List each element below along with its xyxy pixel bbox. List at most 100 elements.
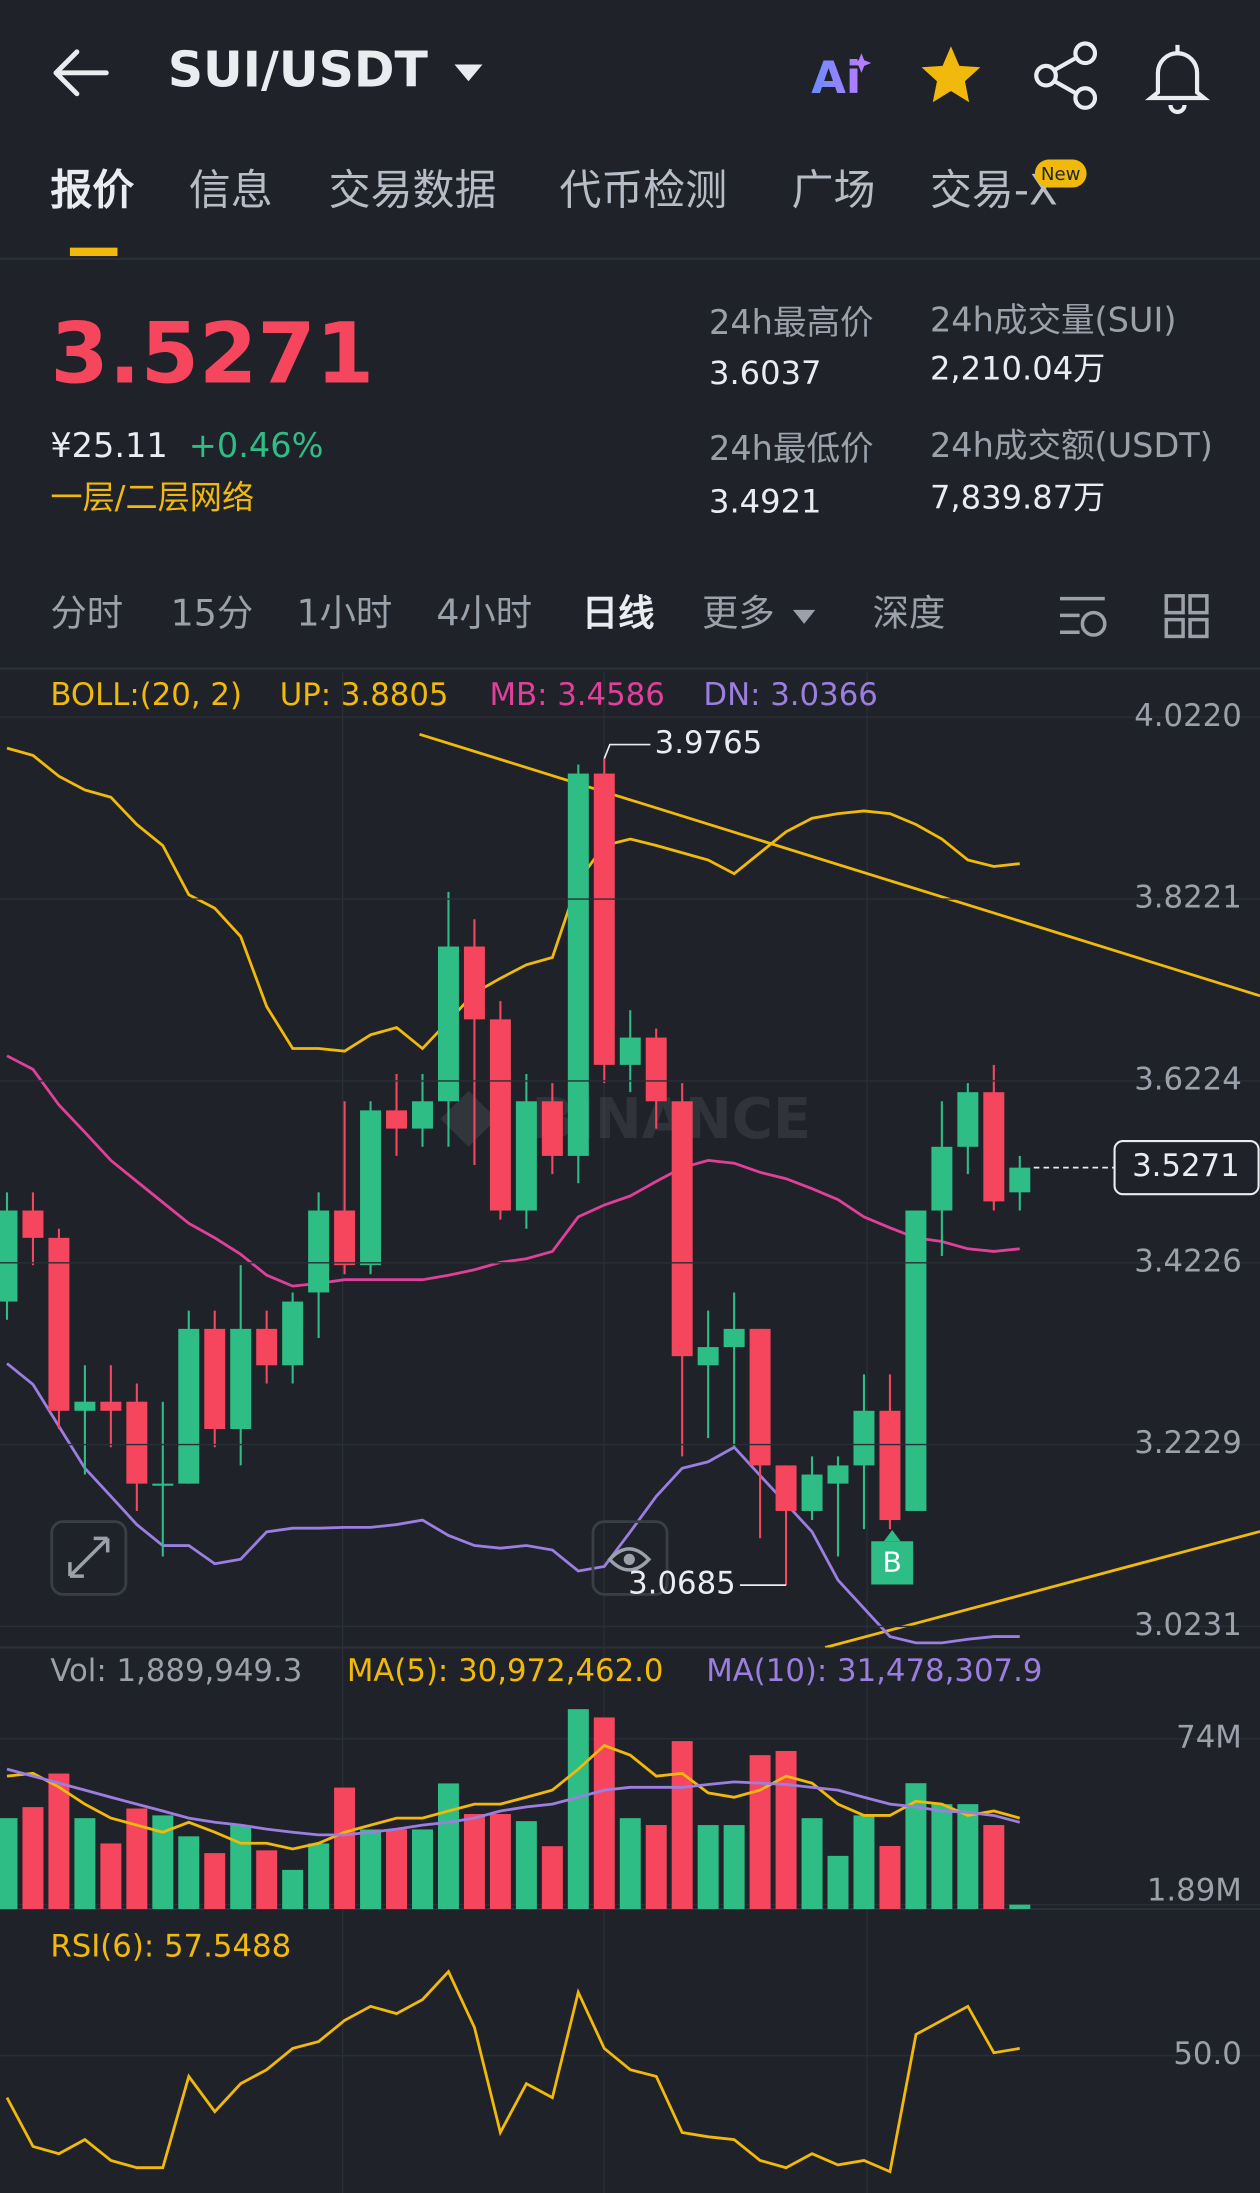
last-price-label: 3.5271 [1132,1148,1240,1184]
volume-bar [957,1804,979,1909]
interval[interactable]: 分时 [50,591,123,634]
candle-body [282,1301,304,1366]
indicator-settings[interactable] [1060,596,1107,637]
candle-body [334,1210,356,1266]
indicator-name: BOLL:(20, 2) [50,677,242,713]
volume-bar [515,1821,537,1909]
favorite-star[interactable] [921,46,981,103]
more-dropdown[interactable] [792,609,816,624]
candle-body [230,1328,252,1430]
stat-value: 3.4921 [709,483,822,521]
ai-button[interactable]: Ai [811,51,861,104]
indicator-line [6,1743,1021,1851]
candle-body [697,1347,719,1366]
candle-body [204,1328,226,1430]
volume-bar [931,1804,953,1909]
interval[interactable]: 深度 [873,591,946,634]
volume-bar [282,1869,304,1909]
volume-bar [230,1825,252,1909]
volume-bar [905,1783,927,1909]
tab[interactable]: 交易数据 [329,166,497,215]
volume-bar [827,1855,849,1909]
candle-body [541,1101,563,1156]
buy-signal-text: B [883,1546,902,1579]
legend-entry: UP: 3.8805 [280,677,449,713]
candle-body [645,1037,667,1102]
y-tick-label: 3.2229 [1134,1425,1242,1461]
new-badge-text: New [1041,164,1081,185]
back-button[interactable] [53,49,109,97]
y-tick-label: 3.6224 [1134,1061,1242,1097]
tab[interactable]: 信息 [189,166,273,215]
volume-bar [308,1843,330,1909]
stat-label: 24h最低价 [709,429,874,468]
indicator-line [6,746,1020,1053]
legend-entry: MA(5): 30,972,462.0 [347,1653,664,1689]
candle-body [853,1410,875,1466]
volume-bar [567,1709,589,1909]
interval[interactable]: 日线 [582,591,655,634]
volume-bar [489,1814,511,1909]
interval[interactable]: 4小时 [436,591,532,634]
candle-body [905,1210,927,1511]
candle-body [1009,1167,1031,1193]
tab[interactable]: 代币检测 [559,166,727,215]
volume-bar [879,1845,901,1909]
max-leader [603,743,651,759]
volume-bar [775,1751,797,1909]
indicator-line [6,1362,1020,1645]
y-tick-label: 1.89M [1147,1873,1242,1909]
tab[interactable]: 广场 [792,166,876,215]
candle-body [593,773,615,1065]
candle-body [619,1037,641,1065]
cny-price: ¥25.11 [50,426,167,465]
indicator-line [5,1969,1020,2174]
candle-body [515,1101,537,1211]
legend-entry: DN: 3.0366 [703,677,877,713]
candle-body [74,1401,96,1411]
candle-body [567,773,589,1156]
volume-bar [1009,1904,1031,1909]
stat-value: 7,839.87万 [930,478,1105,516]
candle-body [22,1210,44,1238]
candle-body [801,1474,823,1511]
interval[interactable]: 1小时 [296,591,392,634]
pair-dropdown[interactable] [454,64,483,82]
candle-body [489,1019,511,1211]
volume-bar [593,1717,615,1909]
volume-bar [48,1773,70,1909]
fullscreen-button[interactable] [50,1520,128,1596]
eye-icon [607,1547,652,1572]
candle-body [308,1210,330,1293]
legend-entry: MA(10): 31,478,307.9 [706,1653,1042,1689]
sector-tag[interactable]: 一层/二层网络 [50,478,254,516]
interval[interactable]: 更多 [702,591,775,634]
share-button[interactable] [1034,41,1098,110]
fullscreen-icon [68,1536,110,1578]
candle-body [957,1092,979,1147]
candle-body [879,1410,901,1521]
candle-body [671,1101,693,1357]
layout-toggle[interactable] [1164,594,1209,639]
volume-bar [697,1825,719,1909]
volume-bar [178,1836,200,1909]
stat-label: 24h最高价 [709,303,874,342]
pair-title[interactable]: SUI/USDT [168,41,429,98]
notification-bell[interactable] [1144,44,1211,115]
candle-body [152,1483,174,1486]
volume-bar [645,1825,667,1909]
volume-bar [360,1829,382,1909]
eye-pupil [623,1553,635,1565]
tab[interactable]: 报价 [50,166,134,215]
volume-bar [541,1846,563,1909]
interval[interactable]: 15分 [171,591,254,634]
y-tick-label: 3.8221 [1134,880,1242,916]
volume-bar [801,1818,823,1909]
min-label: 3.0685 [628,1566,736,1602]
buy-signal [871,1541,914,1585]
y-tick-label: 3.4226 [1134,1243,1242,1279]
visibility-button[interactable] [591,1520,669,1596]
trend-line [824,1530,1260,1648]
volume-bar [126,1808,148,1909]
candle-body [386,1110,408,1129]
